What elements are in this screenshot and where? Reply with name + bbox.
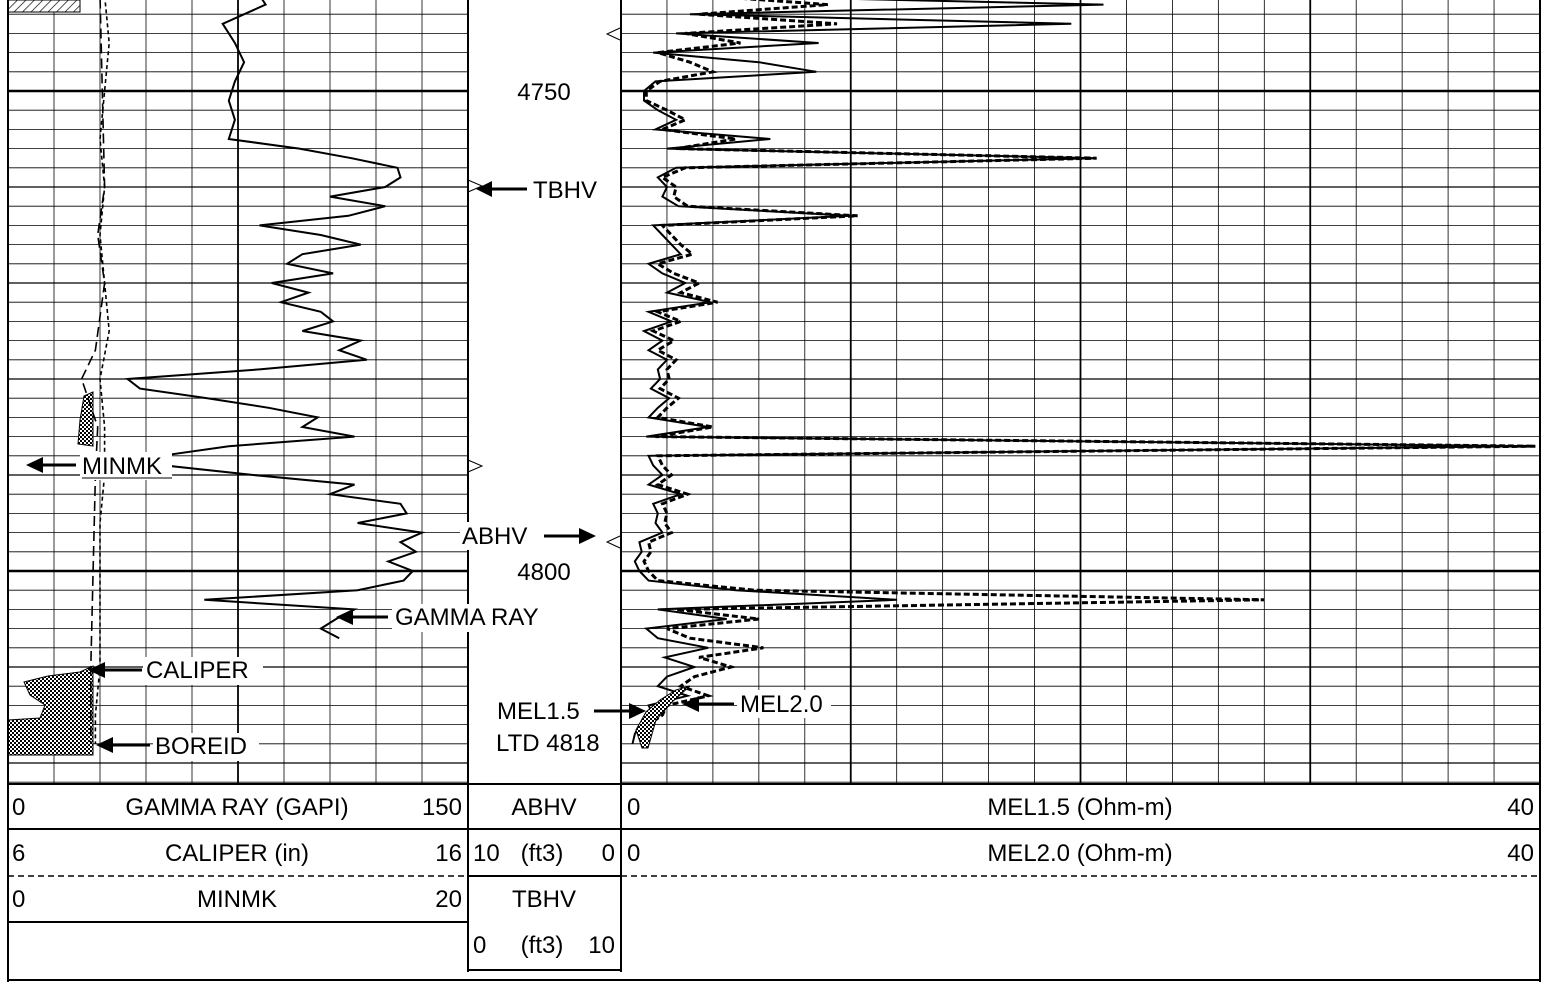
abhv-tick-marker-2 [605, 535, 621, 549]
depth-track: 4750 4800 [467, 27, 621, 586]
track-2-grid [622, 0, 1540, 784]
boreid-fill [8, 665, 94, 756]
mel1-5-scale-left: 0 [627, 794, 640, 821]
mel-separation-fill [635, 685, 691, 749]
annotations: TBHV MINMK ABHV GAMMA RAY CALIPER BOREID… [26, 174, 831, 761]
tbhv-scale-left: 0 [473, 932, 486, 959]
tbhv-scale-right: 10 [588, 932, 615, 959]
minmk-header: MINMK [197, 886, 277, 913]
mel2-0-header: MEL2.0 (Ohm-m) [987, 840, 1172, 867]
minmk-fill [77, 391, 94, 447]
mel1-5-scale-right: 40 [1507, 794, 1534, 821]
mel2-0-scale-right: 40 [1507, 840, 1534, 867]
abhv-unit: (ft3) [521, 840, 564, 867]
caliper-scale-right: 16 [435, 840, 462, 867]
annotation-minmk: MINMK [82, 453, 162, 480]
abhv-header: ABHV [511, 794, 576, 821]
depth-label-4800: 4800 [517, 559, 570, 586]
abhv-tick-marker [605, 27, 621, 41]
caliper-header: CALIPER (in) [165, 840, 309, 867]
mel1-5-header: MEL1.5 (Ohm-m) [987, 794, 1172, 821]
gamma-ray-scale-right: 150 [422, 794, 462, 821]
caliper-curve [94, 0, 111, 744]
minmk-scale-left: 0 [12, 886, 25, 913]
annotation-mel1-5: MEL1.5 [497, 698, 580, 725]
track-1-curves [8, 0, 426, 756]
legend-area: 0 GAMMA RAY (GAPI) 150 6 CALIPER (in) 16… [8, 794, 1540, 971]
tbhv-unit: (ft3) [521, 932, 564, 959]
annotation-ltd: LTD 4818 [496, 730, 600, 757]
track-2-curves [631, 0, 1536, 749]
annotation-gamma-ray: GAMMA RAY [395, 604, 539, 631]
gamma-ray-scale-left: 0 [12, 794, 25, 821]
track-1-grid [8, 0, 468, 784]
gamma-ray-curve [124, 0, 426, 640]
tbhv-header: TBHV [512, 886, 576, 913]
annotation-tbhv: TBHV [533, 177, 597, 204]
minmk-scale-right: 20 [435, 886, 462, 913]
gamma-ray-header: GAMMA RAY (GAPI) [125, 794, 348, 821]
abhv-scale-left: 10 [473, 840, 500, 867]
tbhv-tick-marker-2 [467, 459, 484, 473]
annotation-mel2-0: MEL2.0 [740, 691, 823, 718]
mel2-0-scale-left: 0 [627, 840, 640, 867]
minmk-curve [80, 0, 106, 744]
mel1-5-curve [631, 0, 1534, 745]
mel2-0-curve [640, 0, 1536, 745]
annotation-boreid: BOREID [155, 733, 247, 760]
top-hatch-fill [8, 0, 81, 13]
depth-label-4750: 4750 [517, 79, 570, 106]
abhv-scale-right: 0 [602, 840, 615, 867]
annotation-abhv: ABHV [462, 523, 527, 550]
annotation-caliper: CALIPER [146, 657, 249, 684]
caliper-scale-left: 6 [12, 840, 25, 867]
track-borders [7, 0, 1541, 982]
